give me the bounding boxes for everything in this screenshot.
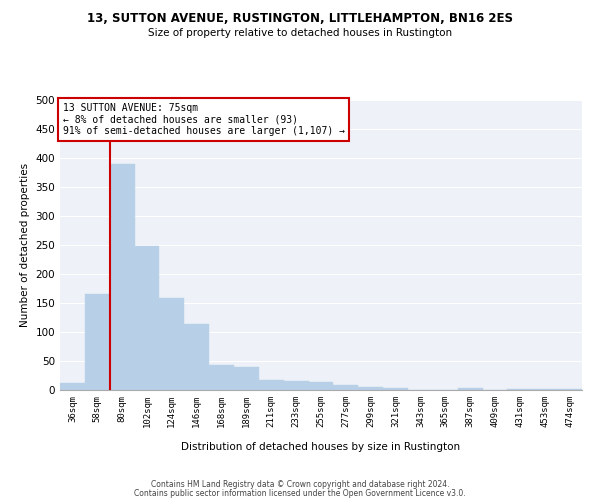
Bar — [60, 383, 85, 390]
Text: Distribution of detached houses by size in Rustington: Distribution of detached houses by size … — [181, 442, 461, 452]
Bar — [532, 389, 557, 390]
Bar — [209, 365, 234, 390]
Bar — [308, 382, 334, 390]
Bar — [284, 382, 308, 390]
Text: 13 SUTTON AVENUE: 75sqm
← 8% of detached houses are smaller (93)
91% of semi-det: 13 SUTTON AVENUE: 75sqm ← 8% of detached… — [62, 103, 344, 136]
Bar — [557, 389, 582, 390]
Bar — [234, 367, 259, 390]
Bar — [334, 386, 358, 390]
Text: Contains public sector information licensed under the Open Government Licence v3: Contains public sector information licen… — [134, 489, 466, 498]
Text: Size of property relative to detached houses in Rustington: Size of property relative to detached ho… — [148, 28, 452, 38]
Bar — [184, 324, 209, 390]
Text: 13, SUTTON AVENUE, RUSTINGTON, LITTLEHAMPTON, BN16 2ES: 13, SUTTON AVENUE, RUSTINGTON, LITTLEHAM… — [87, 12, 513, 26]
Bar — [110, 164, 134, 390]
Bar — [458, 388, 482, 390]
Bar — [160, 298, 184, 390]
Bar — [259, 380, 284, 390]
Bar — [85, 294, 110, 390]
Bar — [134, 246, 160, 390]
Text: Contains HM Land Registry data © Crown copyright and database right 2024.: Contains HM Land Registry data © Crown c… — [151, 480, 449, 489]
Y-axis label: Number of detached properties: Number of detached properties — [20, 163, 30, 327]
Bar — [508, 389, 532, 390]
Bar — [358, 387, 383, 390]
Bar — [383, 388, 408, 390]
